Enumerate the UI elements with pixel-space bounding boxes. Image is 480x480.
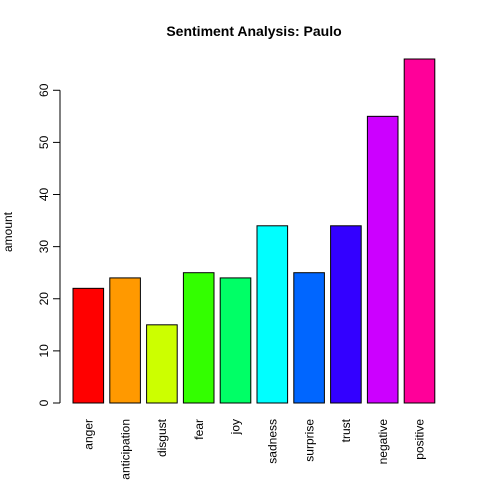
category-label-joy: joy <box>229 419 243 435</box>
y-tick-label: 30 <box>37 240 51 254</box>
bar-fear <box>182 272 215 404</box>
bar-sadness <box>256 225 289 404</box>
category-label-trust: trust <box>339 418 353 442</box>
category-label-anticipation: anticipation <box>118 419 132 480</box>
bar-trust <box>330 225 362 404</box>
bar-disgust <box>146 324 178 404</box>
category-label-positive: positive <box>413 419 427 460</box>
category-label-negative: negative <box>376 419 390 465</box>
chart-title: Sentiment Analysis: Paulo <box>166 23 341 39</box>
bar-anticipation <box>109 277 141 404</box>
category-label-surprise: surprise <box>302 419 316 462</box>
y-tick-label: 10 <box>37 344 51 358</box>
bar-negative <box>366 115 399 404</box>
category-label-disgust: disgust <box>155 418 169 457</box>
y-tick-label: 20 <box>37 292 51 306</box>
bar-surprise <box>293 272 325 404</box>
y-tick-label: 0 <box>37 399 51 406</box>
y-tick-label: 60 <box>37 83 51 97</box>
bars <box>72 58 436 404</box>
x-axis-labels: anger anticipation disgust fear joy sadness su… <box>82 418 427 479</box>
bar-joy <box>219 277 252 404</box>
bar-positive <box>403 58 436 404</box>
category-label-fear: fear <box>192 419 206 440</box>
y-tick-label: 50 <box>37 135 51 149</box>
category-label-sadness: sadness <box>266 419 280 464</box>
category-label-anger: anger <box>82 419 96 450</box>
y-tick-label: 40 <box>37 188 51 202</box>
bar-anger <box>72 287 105 404</box>
y-axis-label: amount <box>1 211 15 252</box>
y-axis: 0 10 20 30 40 50 60 <box>37 83 61 406</box>
